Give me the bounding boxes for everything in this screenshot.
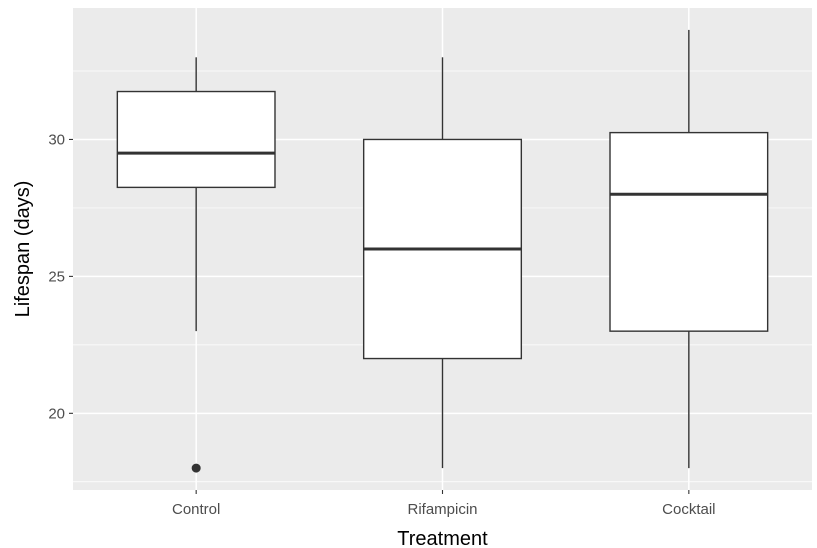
box-cocktail bbox=[609, 29, 769, 469]
box-control bbox=[116, 57, 276, 473]
y-tick-label: 30 bbox=[48, 131, 65, 148]
x-tick-label: Control bbox=[172, 501, 220, 518]
boxes bbox=[116, 29, 769, 473]
y-axis-title: Lifespan (days) bbox=[12, 181, 34, 318]
outlier-point bbox=[191, 463, 201, 473]
x-tick-label: Cocktail bbox=[662, 501, 715, 518]
x-tick-label: Rifampicin bbox=[407, 501, 477, 518]
y-tick-label: 20 bbox=[48, 405, 65, 422]
iqr-box bbox=[609, 131, 769, 332]
x-axis-title: Treatment bbox=[397, 528, 488, 548]
box-rifampicin bbox=[362, 57, 523, 469]
iqr-box bbox=[116, 90, 276, 189]
axes: 20 25 30 Control Rifampicin Cocktail bbox=[48, 131, 715, 518]
y-tick-label: 25 bbox=[48, 268, 65, 285]
